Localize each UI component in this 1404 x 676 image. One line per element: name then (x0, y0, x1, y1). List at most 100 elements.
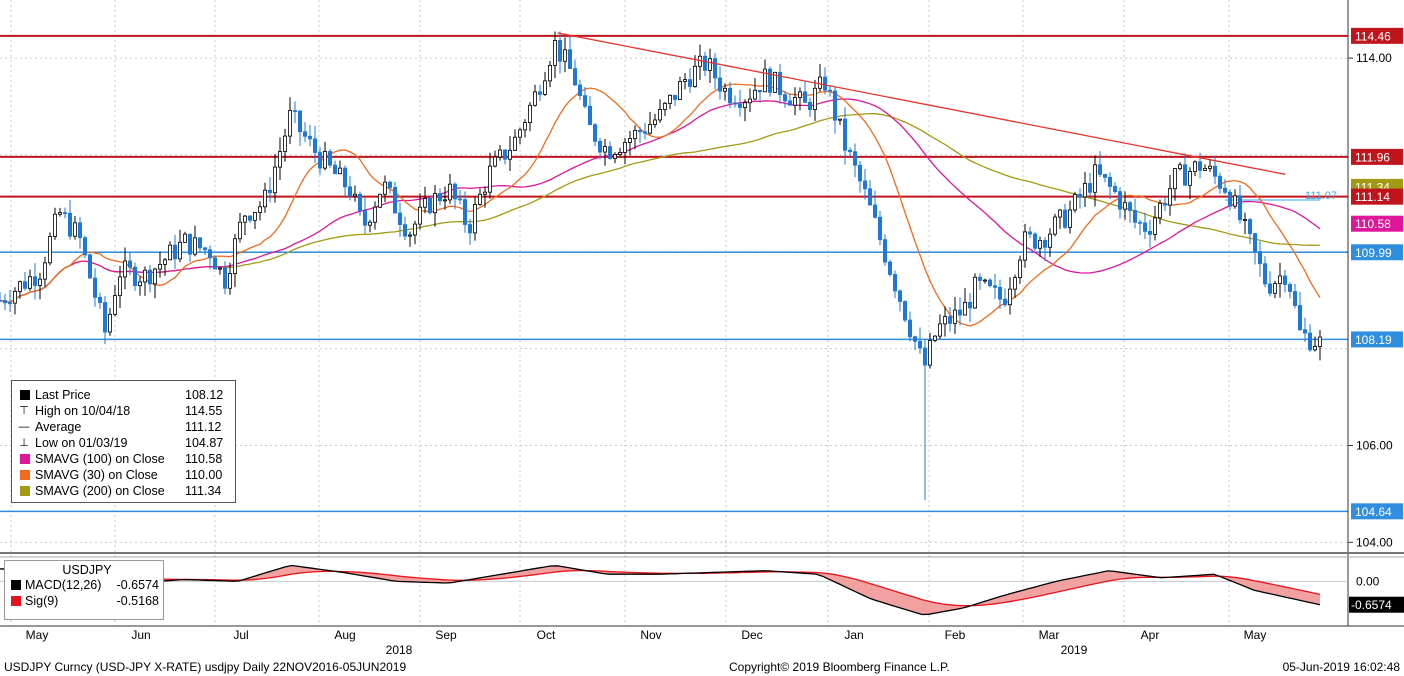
macd-tick-label: 0.00 (1356, 574, 1380, 588)
candle-body (3, 300, 8, 304)
candle-body (93, 277, 98, 298)
candle-body (152, 268, 157, 285)
candle-body (578, 84, 583, 96)
candle-body (903, 301, 908, 321)
candle-body (177, 241, 182, 260)
macd-tag (1349, 596, 1404, 613)
candle-body (187, 233, 192, 255)
candle-body (613, 154, 618, 159)
level-tag-label: 109.99 (1355, 246, 1392, 260)
candle-body (457, 198, 462, 201)
candle-body (38, 278, 43, 286)
legend-label: Average (35, 420, 82, 434)
candle-body (78, 222, 83, 239)
candle-body (648, 124, 653, 134)
month-label: Sep (435, 628, 457, 642)
candle-body (48, 236, 53, 264)
candle-body (297, 110, 302, 133)
candle-body (603, 146, 608, 153)
candle-body (1208, 165, 1213, 169)
candle-body (773, 71, 778, 93)
candle-body (608, 146, 613, 159)
candle-body (387, 181, 392, 188)
legend-label: Last Price (35, 388, 91, 402)
trendline (557, 32, 1286, 175)
candle-body (73, 222, 78, 237)
candle-body (442, 199, 447, 202)
candle-body (103, 302, 108, 333)
grid (0, 0, 1348, 626)
legend-row: ⊥ Low on 01/03/19 104.87 (18, 435, 231, 451)
candle-body (197, 237, 202, 249)
candle-body (167, 244, 172, 261)
candle-body (538, 91, 543, 95)
candle-body (738, 103, 743, 108)
candle-body (1068, 209, 1073, 228)
time-axis: May Jun Jul Aug Sep Oct Nov Dec Jan Feb Mar Apr May 2… (26, 628, 1267, 657)
candle-body (598, 140, 603, 153)
candle-body (653, 119, 658, 125)
candle-body (958, 309, 963, 316)
month-label: Apr (1141, 628, 1160, 642)
sma30-line (0, 83, 1321, 327)
candle-body (543, 80, 548, 95)
candle-body (798, 91, 803, 98)
candle-body (843, 118, 848, 151)
candle-body (192, 237, 197, 255)
candle-body (222, 267, 227, 289)
candle-body (658, 109, 663, 121)
candle-body (337, 167, 342, 175)
candle-body (43, 262, 48, 280)
level-tag-label: 111.96 (1355, 150, 1390, 164)
candle-body (823, 76, 828, 91)
candle-body (1143, 222, 1148, 232)
candle-body (1028, 231, 1033, 235)
candle-body (1063, 209, 1068, 228)
candle-body (868, 188, 873, 206)
candle-body (928, 340, 933, 366)
candle-body (1058, 209, 1063, 218)
candle-body (427, 198, 432, 214)
candle-body (262, 189, 267, 208)
candle-body (893, 274, 898, 292)
candle-body (768, 68, 773, 93)
candle-body (372, 206, 377, 223)
candle-body (1283, 275, 1288, 285)
candle-body (783, 94, 788, 102)
month-label: May (1244, 628, 1267, 642)
legend-value: 114.55 (185, 404, 223, 418)
macd-line (0, 564, 1321, 616)
month-label: Feb (945, 628, 966, 642)
candle-body (472, 204, 477, 234)
candle-body (993, 285, 998, 288)
candle-body (513, 136, 518, 151)
candle-body (728, 87, 733, 104)
candle-body (1168, 188, 1173, 206)
candle-body (347, 186, 352, 197)
candle-body (1073, 193, 1078, 211)
candle-body (778, 71, 783, 96)
candle-body (853, 151, 858, 166)
candle-body (643, 131, 648, 134)
candle-body (583, 95, 588, 107)
moving-averages (0, 83, 1321, 327)
candle-body (502, 149, 507, 160)
candle-body (803, 91, 808, 103)
legend-value: 104.87 (185, 436, 224, 450)
candle-body (563, 49, 568, 62)
macd-legend: USDJPY MACD(12,26) -0.6574 Sig(9) -0.516… (4, 560, 164, 620)
level-tag (1351, 148, 1403, 165)
candle-body (1248, 219, 1253, 234)
candle-body (137, 281, 142, 287)
level-tag-label: 114.46 (1355, 29, 1391, 43)
candle-body (162, 259, 167, 265)
candle-body (1238, 195, 1243, 221)
candle-body (172, 244, 177, 260)
level-tag-label: 108.19 (1355, 333, 1392, 347)
candle-body (322, 151, 327, 169)
candle-body (1213, 165, 1218, 177)
legend-swatch: ⊥ (19, 437, 29, 449)
candle-body (948, 316, 953, 324)
candle-body (1108, 176, 1113, 187)
candle-body (487, 165, 492, 193)
